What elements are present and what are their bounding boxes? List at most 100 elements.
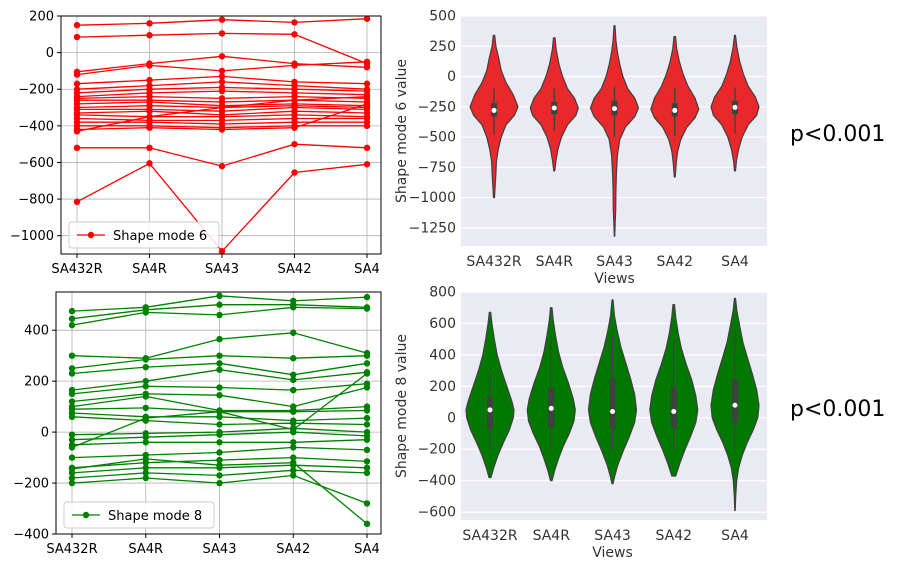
x-tick-label: SA4R: [132, 262, 167, 277]
data-point: [73, 144, 81, 152]
data-point: [146, 113, 153, 120]
x-tick-label: SA42: [278, 262, 312, 277]
median-dot: [672, 107, 678, 113]
data-point: [290, 444, 297, 451]
x-tick-label: SA42: [656, 254, 693, 270]
data-point: [73, 198, 81, 206]
data-point: [142, 383, 149, 390]
y-tick-label: −200: [18, 83, 54, 98]
data-point: [68, 365, 76, 372]
data-point: [216, 391, 223, 399]
y-tick-label: 200: [24, 375, 49, 390]
data-point: [363, 500, 371, 507]
y-tick-label: −600: [18, 156, 54, 171]
y-tick-label: 600: [429, 316, 456, 332]
x-tick-label: SA4R: [533, 528, 571, 544]
data-point: [218, 67, 226, 75]
data-point: [363, 161, 371, 168]
legend-label: Shape mode 6: [113, 229, 207, 244]
data-point: [68, 315, 76, 322]
x-tick-label: SA4: [721, 254, 749, 270]
y-tick-label: −1000: [409, 190, 456, 206]
plot-frame: [60, 15, 382, 255]
data-point: [218, 126, 226, 133]
data-point: [73, 21, 81, 29]
plot-area: [61, 16, 381, 254]
median-dot: [487, 407, 493, 413]
median-dot: [732, 402, 738, 408]
legend-label: Shape mode 8: [108, 509, 202, 524]
data-point: [68, 431, 76, 438]
x-tick-label: SA4: [354, 262, 380, 277]
y-tick-label: 250: [429, 39, 456, 55]
data-point: [363, 15, 371, 22]
y-tick-label: −400: [18, 119, 54, 134]
y-tick-label: 800: [429, 285, 456, 301]
y-tick-label: 0: [46, 46, 54, 61]
data-point: [291, 62, 298, 69]
data-point: [363, 100, 371, 108]
y-tick-label: 0: [447, 69, 456, 85]
data-point: [216, 292, 223, 300]
x-tick-label: SA4R: [536, 254, 574, 270]
data-point: [216, 421, 223, 428]
data-point: [216, 439, 223, 446]
y-axis-label: Shape mode 6 value: [394, 59, 410, 203]
y-tick-label: −200: [13, 477, 49, 492]
y-tick-label: 200: [429, 379, 456, 395]
data-point: [142, 309, 149, 316]
data-point: [142, 404, 149, 412]
data-point: [68, 398, 76, 405]
data-point: [68, 307, 76, 315]
data-point: [290, 472, 297, 479]
median-dot: [610, 409, 615, 415]
data-point: [363, 144, 371, 152]
x-tick-label: SA432R: [46, 542, 97, 557]
data-point: [290, 329, 297, 336]
x-tick-label: SA43: [203, 542, 237, 557]
iqr-box: [487, 397, 493, 429]
data-point: [290, 426, 297, 433]
x-tick-label: SA432R: [466, 254, 521, 270]
legend-box: [63, 501, 215, 529]
y-tick-label: 500: [429, 9, 456, 25]
iqr-box: [670, 387, 677, 428]
data-point: [216, 352, 223, 359]
y-tick-label: −800: [18, 193, 54, 208]
data-point: [216, 449, 223, 456]
data-point: [216, 366, 223, 373]
plot-frame: [55, 291, 382, 535]
data-point: [68, 454, 76, 461]
median-dot: [671, 409, 677, 415]
violin-chart-shape-mode-6: 500 250 0 −250 −500 −750 −1000 −1250 SA432R SA4R S…: [394, 9, 885, 288]
x-axis-label: Views: [594, 271, 635, 287]
data-point: [146, 108, 153, 115]
data-point: [363, 384, 371, 391]
y-tick-label: 400: [429, 347, 456, 363]
data-point: [363, 458, 371, 465]
data-point: [363, 446, 371, 454]
data-point: [216, 456, 223, 464]
median-dot: [491, 107, 497, 113]
data-point: [216, 462, 223, 469]
data-point: [68, 479, 76, 487]
data-point: [291, 19, 298, 26]
data-point: [363, 122, 371, 130]
data-point: [216, 384, 223, 391]
y-tick-label: 200: [29, 10, 54, 25]
data-point: [68, 321, 76, 329]
data-point: [290, 459, 297, 466]
data-point: [216, 479, 223, 487]
data-point: [218, 104, 226, 111]
data-point: [363, 64, 371, 71]
y-tick-label: 400: [24, 324, 49, 339]
data-point: [363, 520, 371, 528]
data-point: [142, 464, 149, 471]
data-point: [291, 169, 298, 176]
data-point: [146, 32, 153, 39]
median-dot: [548, 405, 554, 411]
y-tick-label: −750: [418, 160, 456, 176]
data-point: [363, 469, 371, 477]
